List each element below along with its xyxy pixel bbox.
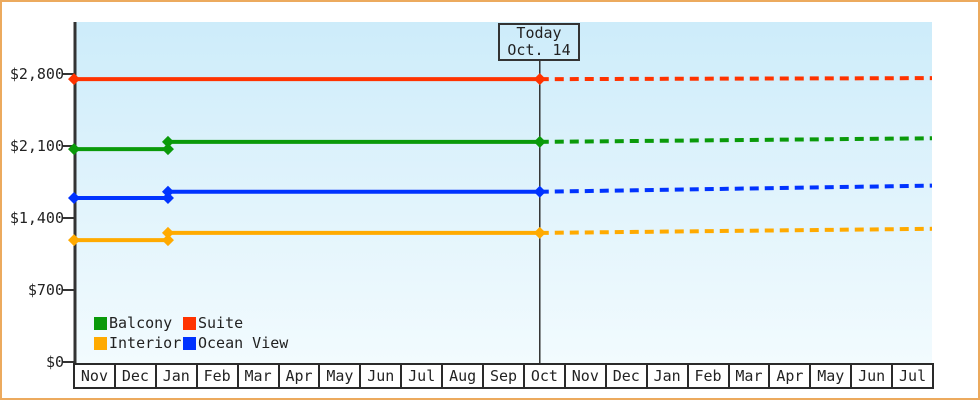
series-marker-suite: [68, 73, 80, 86]
month-cell: Jun: [850, 365, 892, 387]
series-marker-balcony: [68, 143, 80, 156]
series-marker-ocean-view: [68, 191, 80, 204]
y-axis-label: $0: [45, 353, 64, 371]
legend: Balcony Suite Interior Ocean View: [94, 313, 288, 353]
month-cell: Mar: [236, 365, 278, 387]
month-cell: Nov: [75, 365, 114, 387]
month-cell: Mar: [727, 365, 769, 387]
series-marker-interior: [161, 234, 174, 247]
y-axis-label: $700: [27, 281, 64, 299]
month-cell: Nov: [563, 365, 605, 387]
today-date: Oct. 14: [507, 41, 571, 59]
month-cell: Oct: [522, 365, 564, 387]
month-cell: Jul: [400, 365, 442, 387]
legend-label: Ocean View: [198, 334, 289, 352]
legend-item-suite: Suite: [183, 313, 288, 333]
month-cell: Feb: [195, 365, 237, 387]
month-cell: Feb: [686, 365, 728, 387]
legend-swatch-icon: [94, 316, 107, 330]
month-cell: Jun: [359, 365, 401, 387]
legend-label: Balcony: [109, 314, 173, 332]
month-cell: Jul: [891, 365, 933, 387]
series-marker-balcony: [161, 143, 174, 156]
today-box: Today Oct. 14: [498, 23, 580, 61]
y-axis-label: $2,800: [9, 65, 64, 83]
series-projection-suite: [539, 76, 933, 82]
series-line-ocean-view: [74, 189, 540, 200]
month-cell: Jan: [154, 365, 196, 387]
y-axis-label: $1,400: [9, 209, 64, 227]
month-cell: Dec: [604, 365, 646, 387]
y-axis-label: $2,100: [9, 137, 64, 155]
month-cell: Dec: [113, 365, 155, 387]
month-cell: May: [318, 365, 360, 387]
series-marker-balcony: [161, 135, 174, 148]
series-marker-ocean-view: [161, 185, 174, 198]
series-projection-balcony: [539, 136, 933, 144]
month-cell: Aug: [441, 365, 483, 387]
series-marker-suite: [533, 73, 546, 86]
series-marker-interior: [161, 226, 174, 239]
series-marker-ocean-view: [533, 185, 546, 198]
legend-swatch-icon: [183, 336, 196, 350]
legend-item-balcony: Balcony: [94, 313, 183, 333]
x-axis-month-row: Nov Dec Jan Feb Mar Apr May Jun Jul Aug Sep Oct Nov D…: [73, 363, 934, 389]
today-label: Today: [516, 24, 562, 42]
series-marker-balcony: [533, 135, 546, 148]
series-line-interior: [74, 230, 540, 243]
series-marker-ocean-view: [161, 191, 174, 204]
series-marker-interior: [68, 234, 80, 247]
month-cell: Sep: [482, 365, 523, 387]
legend-swatch-icon: [183, 316, 196, 330]
series-projection-ocean-view: [539, 183, 933, 194]
month-cell: Apr: [768, 365, 810, 387]
legend-label: Interior: [109, 334, 182, 352]
series-marker-interior: [533, 226, 546, 239]
series-line-balcony: [74, 139, 540, 152]
legend-item-interior: Interior: [94, 333, 183, 353]
legend-swatch-icon: [94, 336, 107, 350]
month-cell: Apr: [277, 365, 319, 387]
legend-label: Suite: [198, 314, 244, 332]
legend-item-ocean-view: Ocean View: [183, 333, 288, 353]
series-projection-interior: [539, 226, 933, 235]
month-cell: May: [809, 365, 851, 387]
month-cell: Jan: [645, 365, 687, 387]
